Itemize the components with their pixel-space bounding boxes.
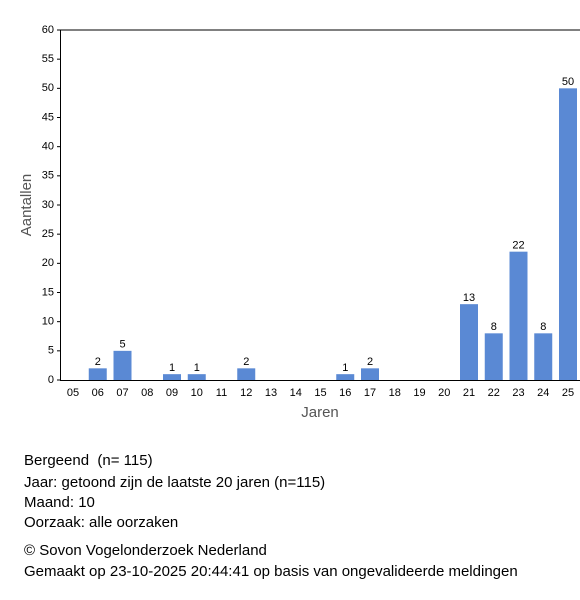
- y-tick-label: 60: [42, 24, 54, 36]
- info-line: Bergeend (n= 115): [24, 452, 153, 469]
- y-tick-label: 40: [42, 141, 54, 153]
- y-axis-title: Aantallen: [18, 174, 35, 237]
- y-tick-label: 25: [42, 228, 54, 240]
- x-tick-label: 21: [463, 387, 475, 399]
- x-tick-label: 24: [537, 387, 549, 399]
- data-label: 1: [194, 362, 200, 374]
- x-tick-label: 19: [413, 387, 425, 399]
- x-tick-label: 06: [92, 387, 104, 399]
- x-tick-label: 05: [67, 387, 79, 399]
- x-tick-label: 14: [290, 387, 302, 399]
- y-tick-label: 10: [42, 316, 54, 328]
- x-tick-label: 17: [364, 387, 376, 399]
- bar: [559, 88, 577, 380]
- x-tick-label: 12: [240, 387, 252, 399]
- x-axis-title: Jaren: [301, 404, 339, 421]
- y-tick-label: 0: [48, 374, 54, 386]
- footer-line: Gemaakt op 23-10-2025 20:44:41 op basis …: [24, 563, 518, 580]
- data-label: 2: [243, 356, 249, 368]
- bar: [163, 374, 181, 380]
- data-label: 22: [512, 240, 524, 252]
- x-tick-label: 22: [488, 387, 500, 399]
- bar: [336, 374, 355, 380]
- data-label: 2: [95, 356, 101, 368]
- x-tick-label: 13: [265, 387, 277, 399]
- data-label: 1: [342, 362, 348, 374]
- data-label: 2: [367, 356, 373, 368]
- y-tick-label: 20: [42, 257, 54, 269]
- y-tick-label: 50: [42, 82, 54, 94]
- y-tick-label: 5: [48, 345, 54, 357]
- bar: [509, 251, 528, 380]
- y-tick-label: 15: [42, 286, 54, 298]
- data-label: 13: [463, 292, 475, 304]
- chart: Jaren Aantallen 051015202530354045505560…: [18, 24, 580, 421]
- x-tick-label: 08: [141, 387, 153, 399]
- x-tick-label: 10: [191, 387, 203, 399]
- data-label: 5: [119, 339, 125, 351]
- bar: [361, 368, 379, 380]
- y-tick-label: 55: [42, 53, 54, 65]
- info-line: Maand: 10: [24, 494, 95, 511]
- x-tick-label: 20: [438, 387, 450, 399]
- y-tick-label: 45: [42, 111, 54, 123]
- bar: [237, 368, 256, 380]
- bar: [534, 333, 553, 380]
- x-tick-label: 18: [389, 387, 401, 399]
- x-tick-label: 23: [512, 387, 524, 399]
- bar: [460, 304, 478, 380]
- x-tick-label: 11: [216, 387, 227, 399]
- data-label: 1: [169, 362, 175, 374]
- data-label: 8: [491, 321, 497, 333]
- footer-line: © Sovon Vogelonderzoek Nederland: [24, 542, 267, 559]
- y-tick-label: 30: [42, 199, 54, 211]
- x-tick-label: 25: [562, 387, 574, 399]
- x-tick-label: 15: [314, 387, 326, 399]
- x-tick-label: 07: [116, 387, 128, 399]
- bar: [187, 374, 206, 380]
- data-label: 8: [540, 321, 546, 333]
- bar: [88, 368, 107, 380]
- info-line: Oorzaak: alle oorzaken: [24, 514, 179, 531]
- bar: [113, 350, 132, 380]
- bar: [484, 333, 503, 380]
- data-label: 50: [562, 76, 574, 88]
- y-tick-label: 35: [42, 170, 54, 182]
- x-tick-label: 09: [166, 387, 178, 399]
- info-line: Jaar: getoond zijn de laatste 20 jaren (…: [24, 474, 326, 491]
- x-tick-label: 16: [339, 387, 351, 399]
